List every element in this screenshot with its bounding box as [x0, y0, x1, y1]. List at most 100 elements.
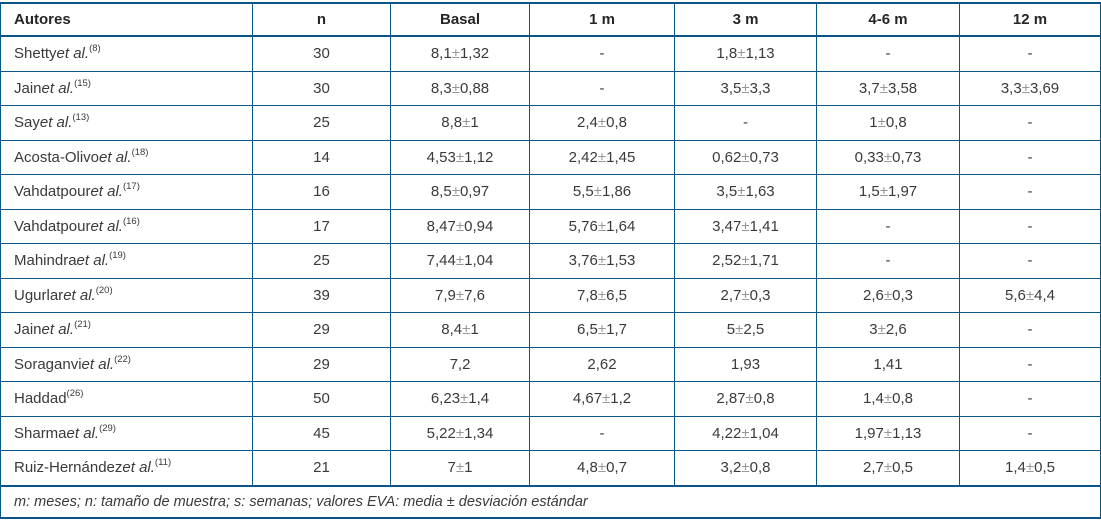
cell-4-6m: 1,5 ± 1,97	[817, 175, 960, 209]
reference-superscript: (19)	[109, 250, 126, 262]
basal-cell: 8,47 ± 0,94	[391, 209, 530, 243]
reference-superscript: (16)	[122, 215, 140, 227]
table-row: Acosta-Olivo et al. (18) 14 4,53 ± 1,12 2…	[1, 140, 1100, 175]
cell-1m: -	[530, 37, 675, 71]
cell-4-6m: 1,41	[817, 347, 960, 381]
cell-3m: 3,47 ± 1,41	[675, 209, 817, 243]
table-row: Vahdatpour et al. (17) 16 8,5 ± 0,97 5,5 …	[1, 175, 1100, 210]
n-cell: 30	[253, 71, 391, 105]
author-name: Sharma	[14, 424, 67, 442]
cell-12m: -	[1027, 424, 1033, 442]
author-cell: Soraganvi et al. (22)	[1, 347, 253, 381]
author-name: Vahdatpour	[14, 217, 91, 235]
author-name: Vahdatpour	[14, 183, 91, 201]
basal-cell: 7,44 ± 1,04	[391, 244, 530, 278]
author-name: Jain	[14, 321, 42, 339]
table-row: Jain et al. (15) 30 8,3 ± 0,88 - 3,5 ± 3,…	[1, 71, 1100, 106]
basal-cell: 5,22 ± 1,34	[391, 416, 530, 450]
table-row: Soraganvi et al. (22) 29 7,2 2,62 1,93 1,…	[1, 347, 1100, 382]
author-cell: Jain et al. (15)	[1, 71, 253, 105]
cell-3m: 3,5 ± 1,63	[675, 175, 817, 209]
cell-3m: 1,8 ± 1,13	[675, 37, 817, 71]
author-name: Ruiz-Hernández	[14, 459, 123, 477]
table-row: Ruiz-Hernández et al. (11) 21 7 ± 1 4,8 ±…	[1, 451, 1100, 487]
column-header-1m: 1 m	[530, 4, 675, 35]
n-cell: 29	[253, 347, 391, 381]
n-cell: 25	[253, 244, 391, 278]
basal-cell: 8,3 ± 0,88	[391, 71, 530, 105]
table-footnote: m: meses; n: tamaño de muestra; s: seman…	[14, 493, 588, 510]
cell-4-6m: 1,97 ± 1,13	[817, 416, 960, 450]
author-name: Acosta-Olivo	[14, 148, 100, 166]
column-header-12m: 12 m	[1012, 11, 1048, 28]
cell-12m: -	[1027, 114, 1033, 132]
et-al-label: et al.	[81, 355, 115, 373]
n-cell: 39	[253, 278, 391, 312]
cell-1m: -	[530, 416, 675, 450]
cell-12m: 3,3 ± 3,69	[1000, 79, 1060, 97]
reference-superscript: (13)	[72, 112, 90, 124]
cell-1m: 2,4 ± 0,8	[530, 106, 675, 140]
author-cell: Ruiz-Hernández et al. (11)	[1, 451, 253, 485]
table-row: Vahdatpour et al. (16) 17 8,47 ± 0,94 5,7…	[1, 209, 1100, 244]
n-cell: 16	[253, 175, 391, 209]
et-al-label: et al.	[76, 252, 110, 270]
cell-4-6m: 3,7 ± 3,58	[817, 71, 960, 105]
cell-4-6m: 2,7 ± 0,5	[817, 451, 960, 485]
cell-3m: 0,62 ± 0,73	[675, 140, 817, 174]
cell-4-6m: 1 ± 0,8	[817, 106, 960, 140]
cell-3m: -	[675, 106, 817, 140]
author-cell: Vahdatpour et al. (17)	[1, 175, 253, 209]
reference-superscript: (20)	[95, 284, 113, 296]
cell-4-6m: 2,6 ± 0,3	[817, 278, 960, 312]
basal-cell: 8,5 ± 0,97	[391, 175, 530, 209]
table-row: Say et al. (13) 25 8,8 ± 1 2,4 ± 0,8 - 1 …	[1, 106, 1100, 141]
basal-cell: 8,8 ± 1	[391, 106, 530, 140]
n-cell: 50	[253, 382, 391, 416]
basal-cell: 8,4 ± 1	[391, 313, 530, 347]
reference-superscript: (11)	[154, 457, 172, 469]
author-cell: Mahindra et al. (19)	[1, 244, 253, 278]
et-al-label: et al.	[99, 148, 132, 166]
author-cell: Sharma et al. (29)	[1, 416, 253, 450]
column-header-n: n	[253, 4, 391, 35]
author-cell: Say et al. (13)	[1, 106, 253, 140]
reference-superscript: (29)	[99, 422, 116, 434]
table-row: Haddad (26) 50 6,23 ± 1,4 4,67 ± 1,2 2,87…	[1, 382, 1100, 417]
cell-3m: 3,5 ± 3,3	[675, 71, 817, 105]
cell-1m: 4,67 ± 1,2	[530, 382, 675, 416]
cell-12m: -	[1027, 217, 1033, 235]
cell-3m: 2,87 ± 0,8	[675, 382, 817, 416]
reference-superscript: (8)	[89, 43, 101, 55]
table-row: Mahindra et al. (19) 25 7,44 ± 1,04 3,76 …	[1, 244, 1100, 279]
cell-1m: 5,76 ± 1,64	[530, 209, 675, 243]
et-al-label: et al.	[66, 424, 100, 442]
basal-cell: 4,53 ± 1,12	[391, 140, 530, 174]
reference-superscript: (17)	[122, 181, 140, 193]
cell-12m: -	[1027, 148, 1033, 166]
et-al-label: et al.	[39, 114, 73, 132]
n-cell: 45	[253, 416, 391, 450]
et-al-label: et al.	[41, 79, 75, 97]
table-row: Jain et al. (21) 29 8,4 ± 1 6,5 ± 1,7 5 ±…	[1, 313, 1100, 348]
cell-12m: -	[1027, 45, 1033, 63]
basal-cell: 8,1 ± 1,32	[391, 37, 530, 71]
reference-superscript: (21)	[74, 319, 91, 331]
table-row: Shetty et al. (8) 30 8,1 ± 1,32 - 1,8 ± 1…	[1, 37, 1100, 72]
et-al-label: et al.	[90, 217, 123, 235]
author-cell: Shetty et al. (8)	[1, 37, 253, 71]
reference-superscript: (15)	[74, 77, 91, 89]
basal-cell: 7 ± 1	[391, 451, 530, 485]
author-cell: Haddad (26)	[1, 382, 253, 416]
author-cell: Ugurlar et al. (20)	[1, 278, 253, 312]
cell-12m: -	[1027, 355, 1033, 373]
column-header-3m: 3 m	[675, 4, 817, 35]
n-cell: 21	[253, 451, 391, 485]
column-header-autores: Autores	[1, 4, 253, 35]
cell-1m: 7,8 ± 6,5	[530, 278, 675, 312]
author-cell: Vahdatpour et al. (16)	[1, 209, 253, 243]
et-al-label: et al.	[41, 321, 75, 339]
cell-12m: -	[1027, 321, 1033, 339]
